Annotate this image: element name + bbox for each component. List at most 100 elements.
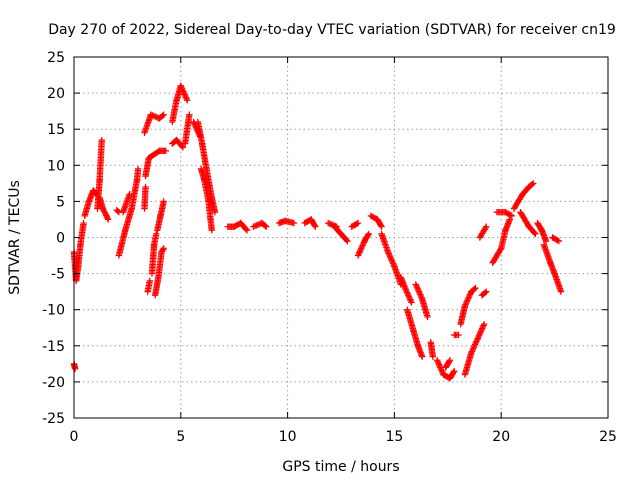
data-point	[251, 222, 259, 230]
data-point	[159, 112, 166, 119]
data-point	[481, 289, 489, 296]
data-segment	[427, 338, 437, 360]
data-point	[160, 245, 167, 252]
data-segment	[493, 209, 516, 220]
y-tick-label: 25	[47, 50, 65, 66]
data-point	[208, 227, 215, 234]
data-point	[401, 284, 409, 292]
data-segment	[224, 219, 251, 234]
data-point	[386, 251, 393, 259]
data-point	[186, 111, 193, 118]
data-point	[403, 287, 410, 295]
data-point	[261, 222, 269, 229]
data-point	[384, 248, 392, 256]
y-tick-label: -10	[42, 303, 65, 319]
data-point	[446, 358, 453, 365]
data-point	[466, 292, 473, 300]
data-point	[480, 320, 488, 328]
data-point	[418, 294, 425, 301]
data-point	[405, 293, 413, 300]
data-point	[403, 289, 411, 296]
data-point	[413, 284, 421, 291]
data-point	[471, 342, 478, 349]
data-point	[446, 357, 454, 364]
data-point	[464, 297, 471, 304]
data-point	[479, 323, 487, 331]
x-tick-label: 10	[279, 429, 297, 445]
data-point	[355, 250, 362, 258]
data-point	[146, 277, 154, 285]
data-point	[178, 85, 186, 92]
y-tick-label: 10	[47, 158, 65, 174]
data-point	[468, 348, 476, 355]
data-point	[406, 294, 413, 302]
data-point	[388, 257, 396, 264]
data-point	[417, 292, 425, 300]
x-tick-label: 20	[492, 429, 510, 445]
data-point	[507, 211, 514, 219]
data-point	[389, 260, 397, 267]
data-segment	[141, 111, 167, 137]
data-point	[344, 237, 351, 245]
data-point	[438, 367, 445, 374]
data-point	[356, 248, 364, 255]
data-point	[242, 226, 250, 233]
data-point	[149, 112, 156, 119]
data-point	[531, 229, 538, 237]
data-point	[437, 364, 444, 371]
data-point	[451, 367, 458, 375]
data-point	[407, 297, 415, 305]
data-point	[353, 220, 361, 227]
data-point	[472, 284, 479, 292]
y-tick-label: -25	[42, 411, 65, 427]
data-point	[134, 165, 142, 173]
data-point	[153, 230, 160, 238]
data-point	[159, 246, 167, 253]
axis-ticks: 0 5 10 15 20 25 25 20 15 10 5 0 -5 -10 -15 -20 -25	[42, 50, 617, 445]
y-tick-label: 15	[47, 122, 65, 138]
y-tick-label: 0	[56, 231, 65, 247]
data-point	[474, 335, 481, 342]
data-point	[387, 254, 394, 261]
data-point	[475, 332, 483, 339]
data-segment	[540, 241, 565, 295]
data-point	[412, 281, 419, 288]
data-point	[434, 358, 441, 365]
data-point	[253, 222, 260, 229]
data-point	[354, 252, 362, 259]
data-point	[263, 223, 270, 230]
data-point	[126, 190, 133, 198]
data-point	[402, 286, 409, 293]
data-point	[463, 298, 471, 305]
data-segment	[354, 230, 372, 259]
data-point	[98, 136, 105, 144]
y-tick-label: -15	[42, 339, 65, 355]
data-point	[150, 112, 157, 120]
y-axis-label: SDTVAR / TECUs	[7, 180, 23, 295]
data-point	[311, 222, 318, 229]
data-point	[436, 362, 443, 370]
data-point	[413, 282, 420, 290]
data-point	[389, 258, 396, 266]
data-point	[414, 285, 421, 292]
data-point	[104, 216, 112, 223]
data-point	[181, 91, 188, 98]
data-point	[357, 246, 364, 253]
data-segment	[115, 165, 142, 259]
data-segment	[412, 281, 431, 321]
data-segment	[181, 111, 193, 147]
data-point	[408, 299, 415, 306]
data-point	[377, 222, 385, 229]
data-point	[354, 219, 362, 227]
data-point	[326, 220, 333, 227]
data-point	[555, 237, 563, 245]
data-point	[358, 243, 366, 251]
data-point	[160, 198, 167, 205]
data-point	[532, 230, 539, 238]
data-point	[179, 144, 187, 151]
data-point	[478, 326, 485, 334]
data-segment	[510, 180, 537, 212]
data-point	[497, 246, 504, 253]
data-point	[404, 290, 411, 298]
